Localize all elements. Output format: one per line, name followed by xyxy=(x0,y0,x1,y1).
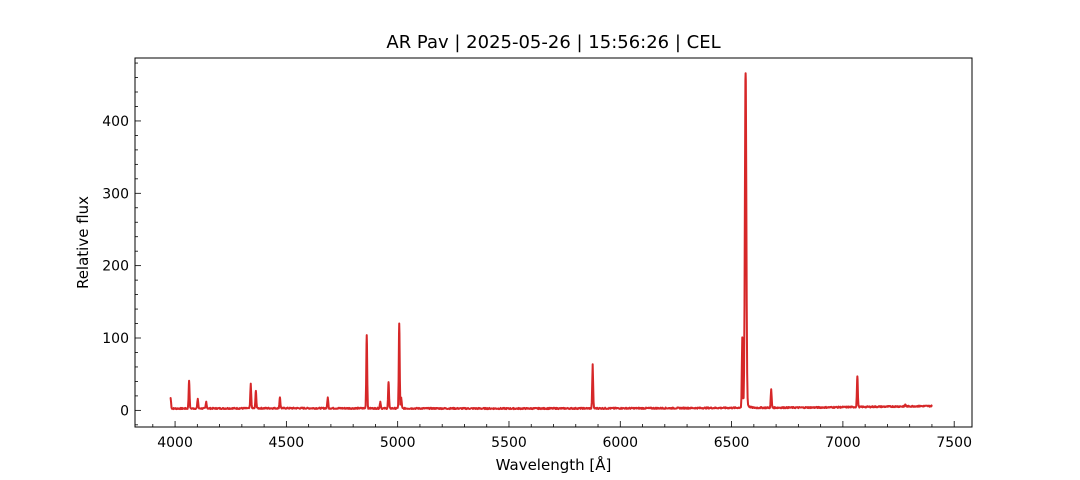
plot-frame xyxy=(134,57,973,428)
x-axis-ticks: 4000 4500 5000 5500 6000 6500 7000 7500 xyxy=(152,421,972,451)
plot-area xyxy=(169,72,933,411)
x-tick-label: 4000 xyxy=(157,435,193,451)
y-axis-label: Relative flux xyxy=(74,196,92,289)
y-tick-label: 200 xyxy=(102,259,129,275)
y-tick-label: 400 xyxy=(102,114,129,130)
y-tick-label: 300 xyxy=(102,186,129,202)
x-tick-label: 5500 xyxy=(491,435,527,451)
spectrum-series-line xyxy=(169,72,933,411)
y-axis-ticks: 0 100 200 300 400 xyxy=(102,62,141,426)
x-tick-label: 5000 xyxy=(380,435,416,451)
chart-title: AR Pav | 2025-05-26 | 15:56:26 | CEL xyxy=(386,32,720,53)
y-tick-label: 100 xyxy=(102,331,129,347)
x-tick-label: 6000 xyxy=(602,435,638,451)
x-tick-label: 7500 xyxy=(936,435,972,451)
x-tick-label: 4500 xyxy=(269,435,305,451)
y-tick-label: 0 xyxy=(120,403,129,419)
x-tick-label: 6500 xyxy=(714,435,750,451)
x-axis-label: Wavelength [Å] xyxy=(496,455,612,474)
x-tick-label: 7000 xyxy=(825,435,861,451)
